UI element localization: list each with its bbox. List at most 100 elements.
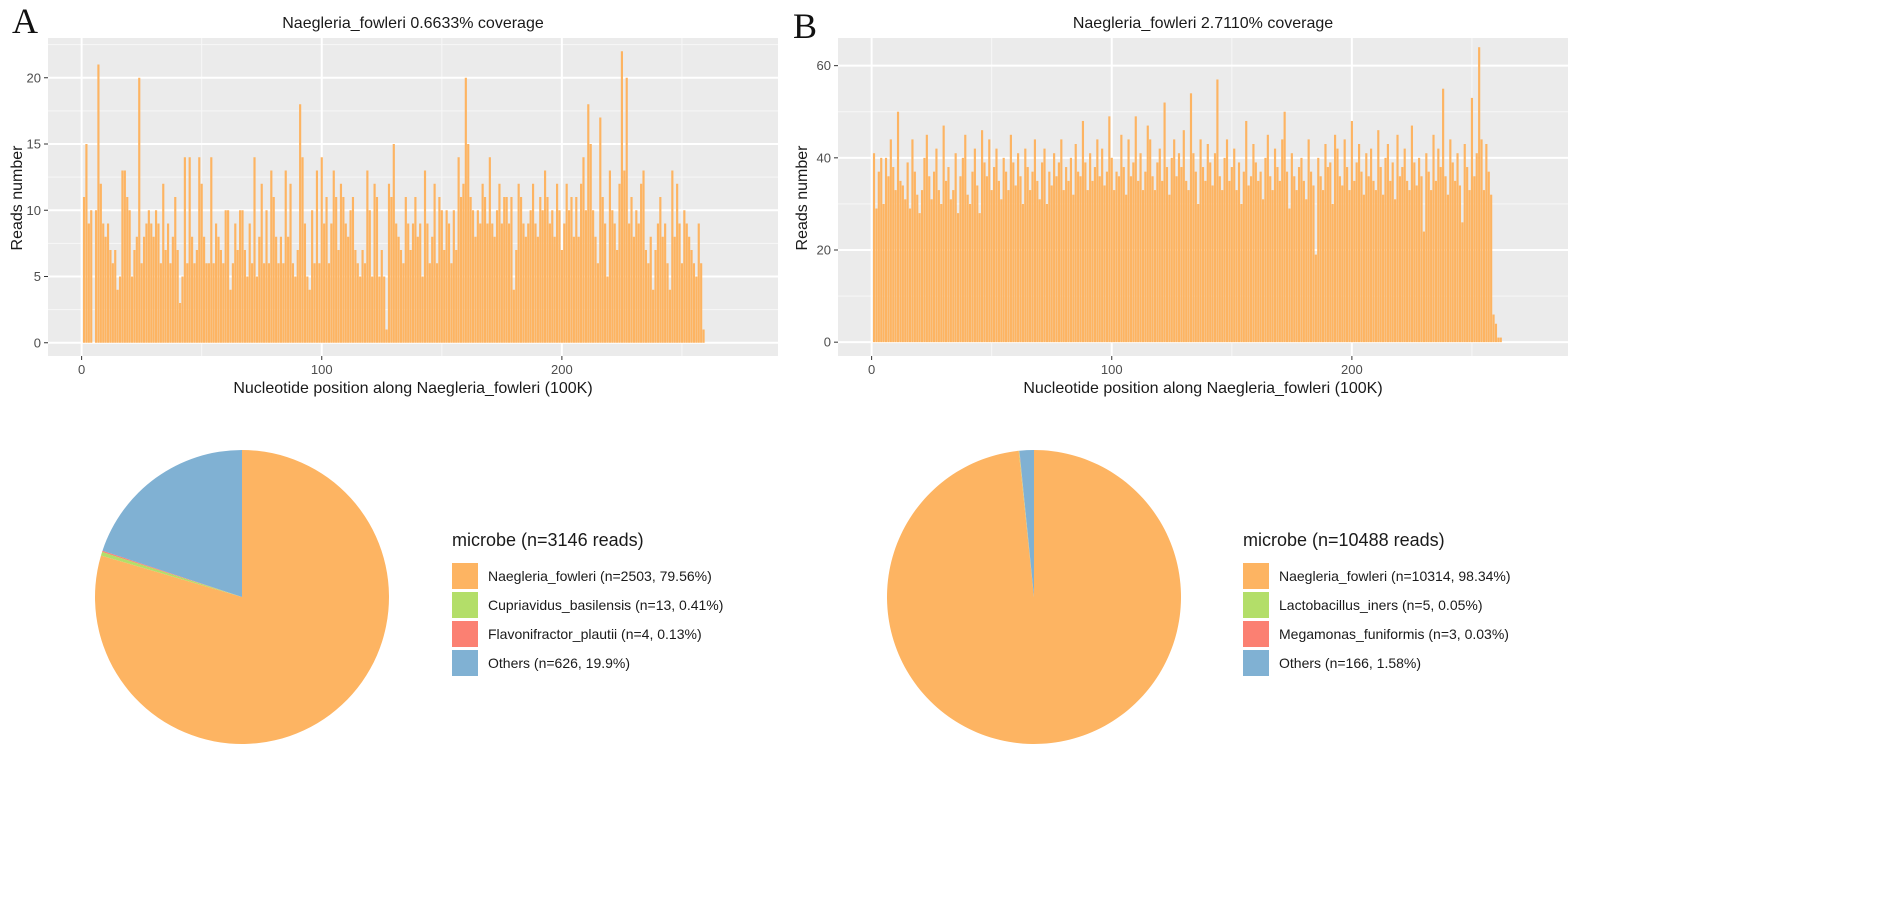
bar: [289, 183, 292, 343]
bar: [1093, 167, 1097, 343]
bar: [392, 144, 395, 343]
bar: [140, 263, 143, 343]
bar: [1319, 176, 1322, 343]
bar: [568, 210, 571, 343]
bar: [980, 130, 984, 343]
bar: [531, 183, 535, 343]
bar: [219, 250, 222, 343]
legend-item: Others (n=626, 19.9%): [452, 648, 723, 677]
bar: [253, 157, 256, 343]
bar: [106, 223, 110, 343]
bar: [1475, 153, 1478, 343]
bar: [976, 185, 979, 343]
bar: [575, 197, 578, 343]
bar: [973, 148, 976, 343]
pie-slice: [1018, 450, 1034, 597]
bar: [1206, 144, 1209, 343]
bar: [330, 223, 333, 343]
bar: [258, 236, 261, 343]
bar: [423, 170, 427, 343]
bar: [901, 185, 904, 343]
bar: [640, 183, 643, 343]
bar: [1134, 116, 1137, 343]
bar: [320, 157, 323, 343]
bar: [227, 210, 230, 343]
bar: [1384, 157, 1387, 343]
bar: [315, 170, 319, 343]
bar: [1182, 130, 1185, 343]
bar: [118, 276, 122, 343]
bar: [666, 263, 669, 343]
bar: [947, 167, 950, 343]
bar: [1408, 190, 1411, 343]
bar: [1386, 144, 1389, 343]
bar: [1101, 148, 1104, 343]
bar: [1338, 176, 1341, 343]
bar: [335, 197, 338, 343]
bar: [323, 223, 326, 343]
bar: [142, 236, 146, 343]
bar: [1240, 203, 1243, 343]
bar: [1480, 139, 1483, 343]
bar: [426, 223, 429, 343]
bar: [1355, 162, 1358, 343]
bar: [395, 223, 398, 343]
bar: [85, 144, 88, 343]
bar: [397, 236, 400, 343]
bar: [1117, 176, 1121, 343]
panel-letter-a: A: [12, 1, 38, 41]
bar: [1490, 194, 1493, 343]
y-tick-label: 20: [27, 70, 41, 85]
bar: [1192, 153, 1195, 343]
bar: [1259, 171, 1262, 343]
bar: [529, 210, 532, 343]
bar: [1103, 185, 1106, 343]
bar: [1463, 144, 1466, 343]
bar: [1194, 171, 1197, 343]
bar: [169, 263, 172, 343]
bar: [1288, 208, 1291, 343]
bar: [932, 171, 936, 343]
bar: [1374, 190, 1377, 343]
bar: [551, 210, 554, 343]
bar: [1242, 171, 1245, 343]
bar: [1007, 190, 1010, 343]
bar: [471, 210, 475, 343]
legend-item: Naegleria_fowleri (n=2503, 79.56%): [452, 561, 723, 590]
bar: [1127, 139, 1130, 343]
bar: [649, 236, 652, 343]
bar: [459, 197, 463, 343]
bar: [1079, 176, 1082, 343]
bar: [1309, 171, 1313, 343]
bar: [1406, 180, 1409, 343]
bar: [517, 183, 520, 343]
bar: [887, 176, 890, 343]
bar: [1113, 190, 1116, 343]
bar: [608, 170, 611, 343]
bar: [361, 250, 364, 343]
bar: [1045, 203, 1048, 343]
bar: [1331, 203, 1334, 343]
bar: [1321, 190, 1325, 343]
x-tick-label: 200: [1341, 362, 1363, 377]
bar: [190, 236, 194, 343]
bar: [1329, 162, 1332, 343]
bar: [1125, 194, 1128, 343]
bar: [1163, 102, 1166, 343]
bar: [918, 213, 921, 343]
bar: [111, 263, 114, 343]
bar: [1055, 176, 1058, 343]
bar: [1389, 180, 1392, 343]
bar: [656, 223, 660, 343]
legend-swatch: [1243, 649, 1269, 676]
bar: [409, 250, 412, 343]
legend-label: Cupriavidus_basilensis (n=13, 0.41%): [488, 596, 724, 613]
bar: [267, 263, 271, 343]
bar: [1485, 144, 1488, 343]
bar: [476, 210, 479, 343]
bar: [563, 223, 566, 343]
bar: [688, 236, 691, 343]
bar: [555, 183, 559, 343]
bar: [467, 144, 470, 343]
bar: [188, 157, 191, 343]
